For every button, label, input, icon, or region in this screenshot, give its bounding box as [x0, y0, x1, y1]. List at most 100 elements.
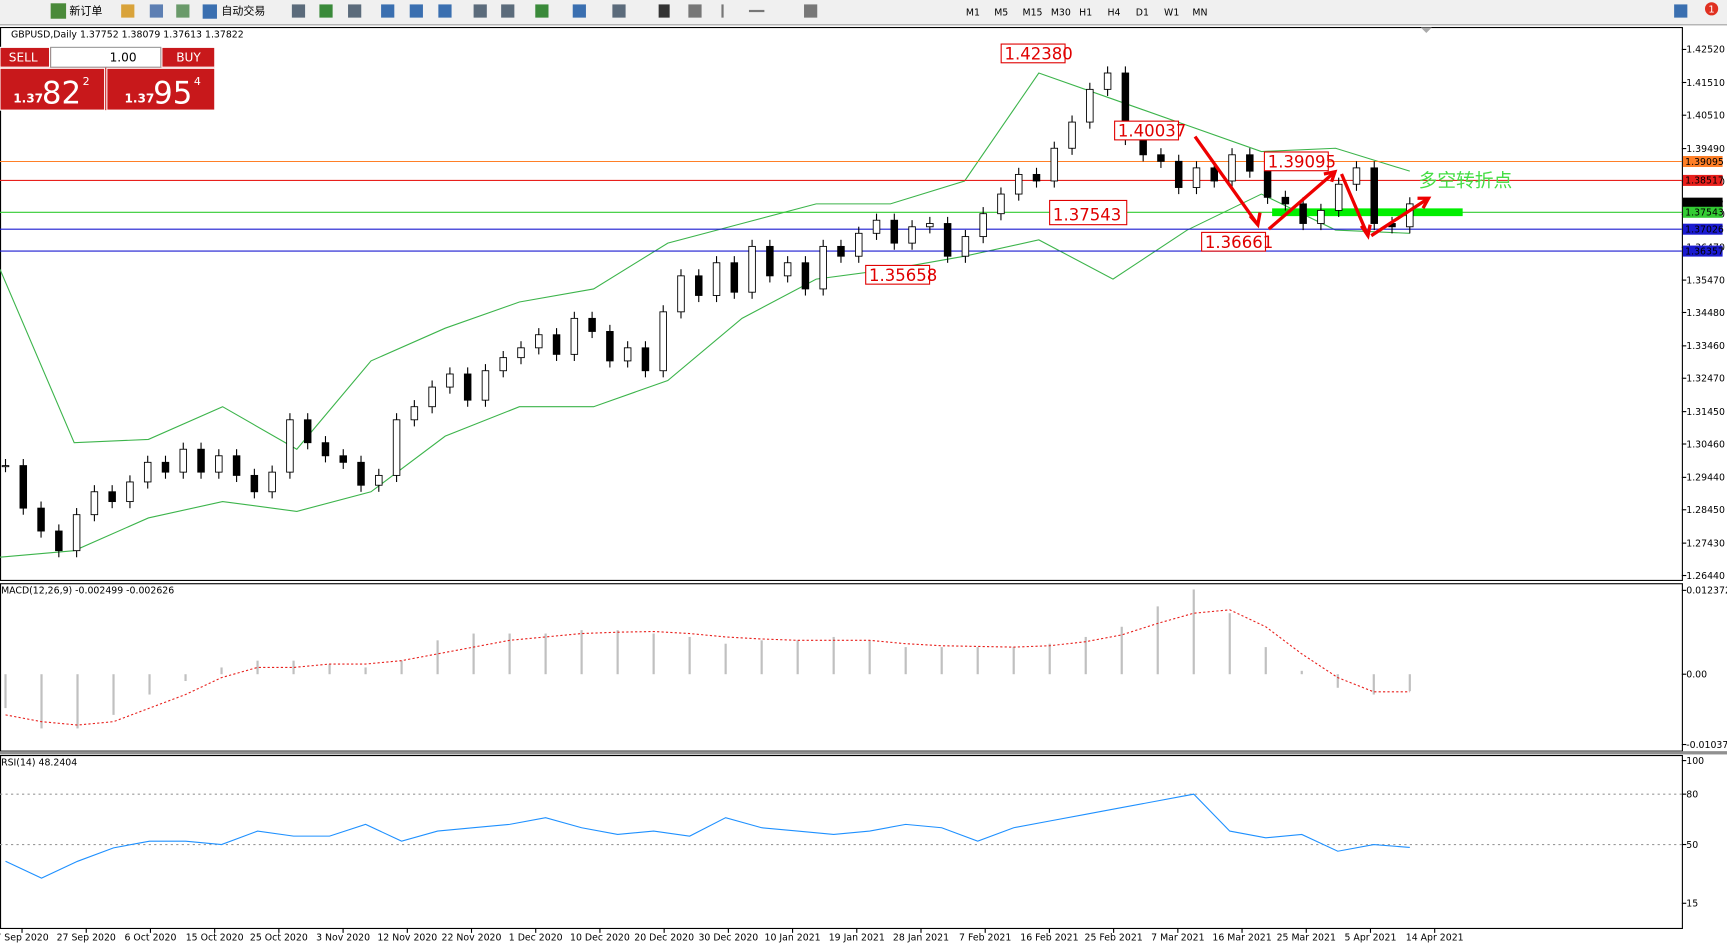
new-order[interactable]: 新订单: [69, 3, 102, 17]
buy-label[interactable]: BUY: [176, 51, 201, 65]
x-tick-label: 25 Oct 2020: [250, 933, 308, 943]
buy-price[interactable]: [106, 67, 216, 111]
tool-icon[interactable]: [501, 4, 515, 18]
candle: [908, 226, 916, 244]
tool-icon[interactable]: [149, 4, 164, 18]
annotation: 1.40037: [1118, 122, 1186, 141]
tool-icon[interactable]: [688, 4, 702, 18]
timeframe[interactable]: W1: [1164, 7, 1179, 18]
candle: [357, 461, 365, 486]
sell-label[interactable]: SELL: [9, 51, 38, 65]
candle: [1, 465, 10, 468]
tool-icon[interactable]: [121, 4, 135, 18]
arrow: [1370, 196, 1430, 238]
auto-trading[interactable]: 自动交易: [221, 3, 265, 17]
tool-icon[interactable]: [535, 4, 549, 18]
ask-pips: 95: [153, 76, 192, 112]
timeframe[interactable]: D1: [1136, 7, 1149, 18]
annotation: 1.39095: [1268, 152, 1336, 171]
price-tag-label: 1.36357: [1685, 246, 1724, 257]
ask-frac: 4: [194, 75, 201, 88]
y-tick-label: 1.35470: [1686, 275, 1725, 286]
candle: [392, 419, 401, 476]
tool-icon[interactable]: [658, 4, 670, 18]
candle: [339, 455, 347, 463]
timeframe[interactable]: H1: [1079, 7, 1092, 18]
annotation: 1.35658: [869, 266, 937, 285]
candle: [37, 507, 45, 532]
candle: [268, 471, 276, 493]
x-tick-label: 27 Sep 2020: [57, 933, 116, 943]
timeframe[interactable]: M15: [1023, 7, 1043, 18]
candle: [997, 193, 1005, 215]
annotations: 1.42380 1.40037 1.39095 1.37543 1.36661 …: [865, 43, 1512, 285]
timeframe[interactable]: M1: [966, 7, 980, 18]
annotation: 1.37543: [1053, 205, 1121, 224]
candle: [108, 491, 116, 503]
tool-icon[interactable]: [721, 4, 724, 18]
x-tick-label: 15 Oct 2020: [186, 933, 244, 943]
sell-button[interactable]: [0, 46, 51, 68]
candle: [1139, 137, 1147, 156]
x-tick-label: 12 Nov 2020: [377, 933, 437, 943]
tool-icon[interactable]: [176, 4, 190, 18]
tool-icon[interactable]: [748, 9, 765, 13]
label-box: [1263, 151, 1329, 172]
y-tick-label: 1.42520: [1686, 45, 1725, 56]
arrow-head: [1359, 224, 1372, 240]
y-tick-label: 1.29440: [1686, 473, 1725, 484]
candle: [855, 232, 863, 257]
candle: [1406, 203, 1414, 228]
tool-icon[interactable]: [612, 4, 626, 18]
price-tag-label: 1.39095: [1685, 157, 1724, 168]
x-tick-label: 3 Nov 2020: [316, 933, 370, 943]
candle: [712, 262, 721, 296]
alert-badge[interactable]: [1704, 2, 1719, 16]
volume[interactable]: 1.00: [110, 51, 137, 65]
tool-icon[interactable]: [572, 4, 586, 18]
candle: [179, 448, 188, 473]
auto-trading-icon[interactable]: [202, 4, 217, 19]
tool-icon[interactable]: [409, 4, 423, 18]
buy-button[interactable]: [161, 46, 216, 68]
candle: [1352, 167, 1361, 185]
toolbar: [0, 0, 1727, 25]
tool-icon[interactable]: [473, 4, 487, 18]
plots: 1.425201.415101.405101.394901.384801.374…: [0, 45, 1727, 944]
search-icon[interactable]: [1674, 4, 1688, 18]
x-tick-label: 25 Mar 2021: [1277, 933, 1336, 943]
timeframe[interactable]: M5: [994, 7, 1008, 18]
macd-title: MACD(12,26,9) -0.002499 -0.002626: [1, 586, 174, 597]
tool-icon[interactable]: [348, 4, 362, 18]
tool-icon[interactable]: [319, 4, 333, 18]
tool-icon[interactable]: [291, 4, 306, 18]
timeframe[interactable]: H4: [1107, 7, 1120, 18]
candle: [463, 373, 472, 401]
timeframe[interactable]: M30: [1051, 7, 1071, 18]
x-tick-label: 1 Dec 2020: [509, 933, 563, 943]
timeframe[interactable]: MN: [1192, 7, 1207, 18]
y-tick-label: 1.41510: [1686, 78, 1725, 89]
x-tick-label: 10 Jan 2021: [765, 933, 821, 943]
one-click-panel: SELL 1.00 BUY 1.37 82 2 1.37 95 4: [0, 46, 216, 112]
x-tick-label: 20 Dec 2020: [634, 933, 694, 943]
chart-title: GBPUSD,Daily 1.37752 1.38079 1.37613 1.3…: [11, 29, 244, 40]
rsi-panel: [0, 754, 1683, 930]
bid-frac: 2: [83, 75, 90, 88]
volume-input[interactable]: [50, 46, 162, 68]
candle: [766, 245, 774, 277]
x-tick-label: 7 Sep 2020: [0, 933, 49, 943]
x-tick-label: 7 Mar 2021: [1151, 933, 1204, 943]
candle: [161, 461, 170, 473]
tool-icon[interactable]: [381, 4, 395, 18]
x-tick-label: 10 Dec 2020: [570, 933, 630, 943]
tool-icon[interactable]: [804, 4, 818, 18]
label-box: [1049, 199, 1128, 226]
new-order-icon[interactable]: [50, 3, 67, 19]
tool-icon[interactable]: [438, 4, 452, 18]
x-tick-label: 6 Oct 2020: [124, 933, 176, 943]
candle: [730, 262, 739, 293]
candle: [1317, 209, 1325, 224]
sell-price[interactable]: [0, 67, 106, 111]
